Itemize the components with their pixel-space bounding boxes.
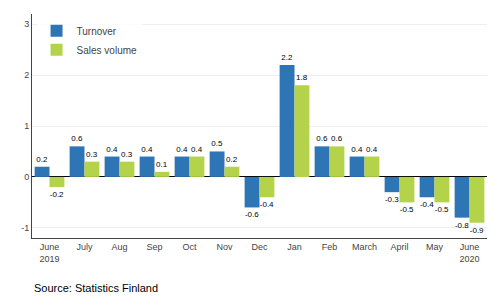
svg-text:Dec: Dec <box>251 242 268 252</box>
svg-text:2.2: 2.2 <box>281 53 293 62</box>
svg-text:0.4: 0.4 <box>191 145 203 154</box>
svg-text:0.6: 0.6 <box>71 134 83 143</box>
svg-text:0.4: 0.4 <box>366 145 378 154</box>
svg-text:0.2: 0.2 <box>226 155 238 164</box>
svg-text:Aug: Aug <box>111 242 127 252</box>
svg-text:-0.6: -0.6 <box>245 210 259 219</box>
svg-text:0.1: 0.1 <box>156 160 168 169</box>
svg-text:Sales volume: Sales volume <box>77 45 137 56</box>
svg-text:0.4: 0.4 <box>141 145 153 154</box>
svg-text:July: July <box>76 242 93 252</box>
svg-text:Oct: Oct <box>182 242 197 252</box>
svg-text:-1: -1 <box>21 223 29 233</box>
svg-text:0.2: 0.2 <box>36 155 48 164</box>
svg-text:-0.5: -0.5 <box>435 205 449 214</box>
svg-text:Turnover: Turnover <box>77 26 117 37</box>
svg-text:0.4: 0.4 <box>351 145 363 154</box>
svg-text:0.3: 0.3 <box>121 150 133 159</box>
svg-text:Feb: Feb <box>322 242 338 252</box>
svg-text:0.4: 0.4 <box>176 145 188 154</box>
svg-text:0.3: 0.3 <box>86 150 98 159</box>
svg-text:-0.4: -0.4 <box>260 200 274 209</box>
svg-text:-0.8: -0.8 <box>455 221 469 230</box>
svg-text:2: 2 <box>24 70 29 80</box>
svg-text:-0.4: -0.4 <box>420 200 434 209</box>
svg-text:May: May <box>426 242 444 252</box>
svg-text:-0.2: -0.2 <box>50 190 64 199</box>
svg-text:-0.3: -0.3 <box>385 195 399 204</box>
svg-text:Source: Statistics Finland: Source: Statistics Finland <box>34 282 158 294</box>
svg-text:June2019: June2019 <box>39 242 59 264</box>
svg-text:March: March <box>352 242 377 252</box>
svg-text:0.6: 0.6 <box>331 134 343 143</box>
svg-text:0: 0 <box>24 172 29 182</box>
svg-text:Sep: Sep <box>146 242 162 252</box>
svg-text:0.4: 0.4 <box>106 145 118 154</box>
svg-text:3: 3 <box>24 19 29 29</box>
svg-text:Jan: Jan <box>287 242 302 252</box>
svg-text:-0.5: -0.5 <box>400 205 414 214</box>
svg-text:Nov: Nov <box>216 242 233 252</box>
svg-text:1: 1 <box>24 121 29 131</box>
svg-text:-0.9: -0.9 <box>470 226 484 235</box>
svg-text:1.8: 1.8 <box>296 73 308 82</box>
svg-text:June2020: June2020 <box>459 242 479 264</box>
svg-text:0.5: 0.5 <box>211 139 223 148</box>
svg-text:0.6: 0.6 <box>316 134 328 143</box>
svg-text:April: April <box>390 242 408 252</box>
